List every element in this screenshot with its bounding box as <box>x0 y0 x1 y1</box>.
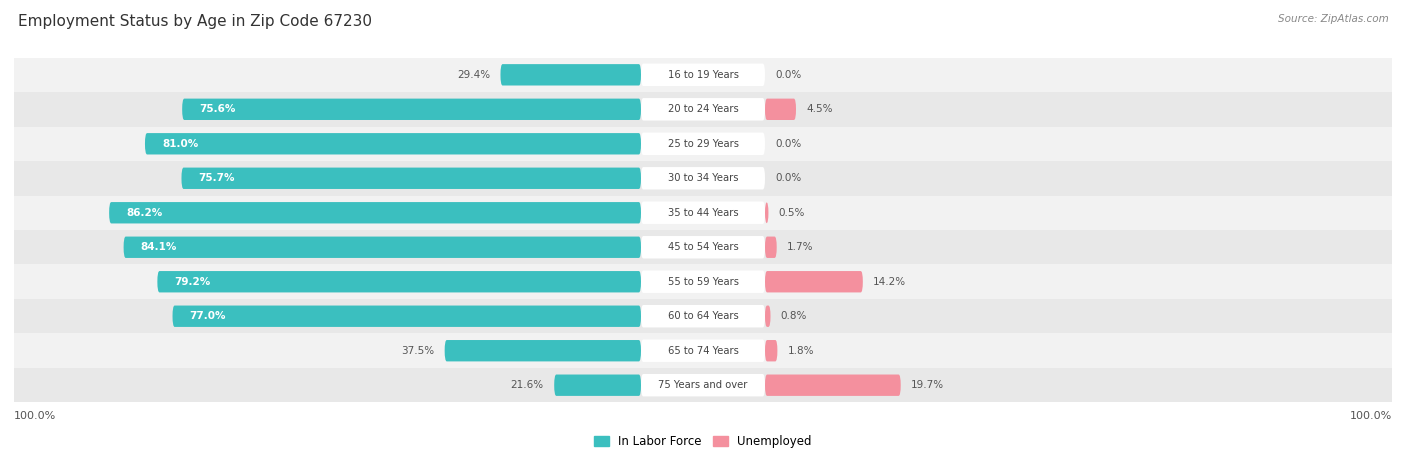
FancyBboxPatch shape <box>765 237 776 258</box>
Text: 29.4%: 29.4% <box>457 70 491 80</box>
FancyBboxPatch shape <box>641 271 765 293</box>
FancyBboxPatch shape <box>641 167 765 189</box>
Text: 100.0%: 100.0% <box>14 411 56 421</box>
Bar <box>14 333 1392 368</box>
Text: 100.0%: 100.0% <box>1350 411 1392 421</box>
Bar <box>14 161 1392 196</box>
Bar <box>14 264 1392 299</box>
FancyBboxPatch shape <box>641 98 765 120</box>
FancyBboxPatch shape <box>183 99 641 120</box>
FancyBboxPatch shape <box>765 305 770 327</box>
Bar <box>14 127 1392 161</box>
FancyBboxPatch shape <box>145 133 641 155</box>
FancyBboxPatch shape <box>110 202 641 223</box>
Text: 1.8%: 1.8% <box>787 346 814 356</box>
Text: 0.8%: 0.8% <box>780 311 807 321</box>
FancyBboxPatch shape <box>641 305 765 327</box>
Text: 75 Years and over: 75 Years and over <box>658 380 748 390</box>
Text: 21.6%: 21.6% <box>510 380 544 390</box>
FancyBboxPatch shape <box>765 374 901 396</box>
Text: Employment Status by Age in Zip Code 67230: Employment Status by Age in Zip Code 672… <box>18 14 373 28</box>
Text: 84.1%: 84.1% <box>141 242 177 252</box>
FancyBboxPatch shape <box>641 133 765 155</box>
Text: 0.0%: 0.0% <box>775 139 801 149</box>
FancyBboxPatch shape <box>554 374 641 396</box>
FancyBboxPatch shape <box>124 237 641 258</box>
Text: 60 to 64 Years: 60 to 64 Years <box>668 311 738 321</box>
Text: Source: ZipAtlas.com: Source: ZipAtlas.com <box>1278 14 1389 23</box>
Text: 79.2%: 79.2% <box>174 277 211 287</box>
Text: 0.5%: 0.5% <box>779 208 806 218</box>
Text: 86.2%: 86.2% <box>127 208 163 218</box>
Bar <box>14 196 1392 230</box>
FancyBboxPatch shape <box>501 64 641 86</box>
Text: 30 to 34 Years: 30 to 34 Years <box>668 173 738 183</box>
FancyBboxPatch shape <box>157 271 641 292</box>
FancyBboxPatch shape <box>765 340 778 361</box>
Text: 77.0%: 77.0% <box>190 311 226 321</box>
Bar <box>14 92 1392 127</box>
Text: 20 to 24 Years: 20 to 24 Years <box>668 104 738 114</box>
Text: 45 to 54 Years: 45 to 54 Years <box>668 242 738 252</box>
FancyBboxPatch shape <box>765 202 769 223</box>
Text: 0.0%: 0.0% <box>775 70 801 80</box>
Text: 16 to 19 Years: 16 to 19 Years <box>668 70 738 80</box>
Text: 14.2%: 14.2% <box>873 277 907 287</box>
Text: 4.5%: 4.5% <box>807 104 832 114</box>
Text: 1.7%: 1.7% <box>787 242 814 252</box>
Bar <box>14 230 1392 264</box>
Legend: In Labor Force, Unemployed: In Labor Force, Unemployed <box>589 430 817 451</box>
FancyBboxPatch shape <box>641 64 765 86</box>
Text: 75.7%: 75.7% <box>198 173 235 183</box>
FancyBboxPatch shape <box>181 168 641 189</box>
Text: 75.6%: 75.6% <box>200 104 236 114</box>
Bar <box>14 368 1392 402</box>
FancyBboxPatch shape <box>765 271 863 292</box>
FancyBboxPatch shape <box>641 340 765 362</box>
Text: 65 to 74 Years: 65 to 74 Years <box>668 346 738 356</box>
Text: 81.0%: 81.0% <box>162 139 198 149</box>
Bar <box>14 58 1392 92</box>
Text: 25 to 29 Years: 25 to 29 Years <box>668 139 738 149</box>
Text: 35 to 44 Years: 35 to 44 Years <box>668 208 738 218</box>
Text: 37.5%: 37.5% <box>401 346 434 356</box>
FancyBboxPatch shape <box>641 374 765 396</box>
FancyBboxPatch shape <box>765 99 796 120</box>
Bar <box>14 299 1392 333</box>
Text: 55 to 59 Years: 55 to 59 Years <box>668 277 738 287</box>
FancyBboxPatch shape <box>444 340 641 361</box>
FancyBboxPatch shape <box>173 305 641 327</box>
FancyBboxPatch shape <box>641 202 765 224</box>
Text: 19.7%: 19.7% <box>911 380 945 390</box>
Text: 0.0%: 0.0% <box>775 173 801 183</box>
FancyBboxPatch shape <box>641 236 765 258</box>
